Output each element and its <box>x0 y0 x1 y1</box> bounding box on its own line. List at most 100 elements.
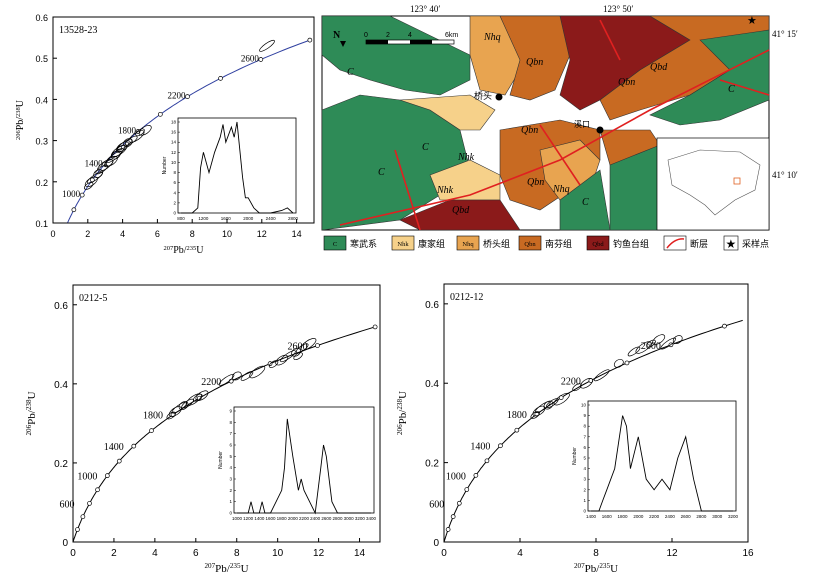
north-arrow-label: N <box>333 30 341 41</box>
inset-x-tick-label: 3200 <box>355 516 366 521</box>
inset-x-tick-label: 2600 <box>681 514 692 519</box>
fault-line <box>539 124 581 186</box>
data-ellipse <box>135 128 145 137</box>
scale-label: 4 <box>408 32 412 39</box>
data-ellipse <box>553 392 570 406</box>
scale-label: 2 <box>386 32 390 39</box>
legend-swatch <box>323 235 347 251</box>
legend-label: 寒武系 <box>350 238 377 249</box>
inset-y-tick-label: 12 <box>171 150 177 155</box>
town-marker <box>596 126 604 134</box>
density-line <box>237 418 371 515</box>
inset-y-tick-label: 6 <box>229 443 232 448</box>
density-line <box>181 121 294 214</box>
map-unit-label: C <box>728 84 735 95</box>
unit-cambrian <box>321 94 471 231</box>
y-tick-label: 0.5 <box>35 54 48 64</box>
inset-y-tick-label: 10 <box>171 160 177 165</box>
scale-bar-fill <box>410 40 432 44</box>
data-ellipse <box>240 371 254 381</box>
age-marker <box>484 458 490 464</box>
inset-x-tick-label: 3200 <box>728 514 739 519</box>
age-marker <box>258 57 264 62</box>
age-marker <box>75 527 80 532</box>
x-tick-label: 6 <box>193 548 199 559</box>
data-ellipse <box>259 39 275 52</box>
plot-frame <box>72 284 381 543</box>
legend-label: 采样点 <box>742 238 769 249</box>
concordia-plot: 0 4 8 12 1600.20.40.660010001400180022002600… <box>396 283 754 575</box>
data-ellipse <box>646 339 656 348</box>
x-tick-label: 8 <box>190 229 195 239</box>
legend-label: 断层 <box>690 238 708 249</box>
age-marker <box>87 501 92 506</box>
inset-frame <box>233 406 375 514</box>
x-tick-label: 14 <box>354 548 366 559</box>
x-axis-label: 207Pb/235U <box>574 562 618 575</box>
age-label: 2600 <box>287 342 307 353</box>
data-ellipse <box>300 338 317 351</box>
age-label: 600 <box>429 499 444 510</box>
data-ellipse <box>103 159 114 168</box>
x-tick-label: 6 <box>155 229 160 239</box>
legend-symbol: Nhq <box>462 241 474 248</box>
inset-y-tick-label: 10 <box>581 403 587 408</box>
inset-y-tick-label: 5 <box>229 454 232 459</box>
age-label: 1400 <box>470 442 490 453</box>
data-ellipse <box>178 401 189 410</box>
map-unit-label: Qbn <box>618 77 635 88</box>
inset-y-tick-label: 8 <box>229 420 232 425</box>
inset-y-tick-label: 2 <box>583 487 586 492</box>
fault-line <box>719 79 770 96</box>
map-unit-label: Nhq <box>552 184 570 195</box>
inset-x-tick-label: 3000 <box>712 514 723 519</box>
map-unit-label: C <box>582 197 589 208</box>
y-tick-label: 0.6 <box>35 13 48 23</box>
age-marker <box>71 207 77 213</box>
inset-x-tick-label: 1800 <box>618 514 629 519</box>
data-ellipse <box>116 141 130 153</box>
inset-y-tick-label: 0 <box>173 211 176 216</box>
inset-y-tick-label: 4 <box>173 190 176 195</box>
town-label: 桥头 <box>474 90 492 101</box>
data-ellipse <box>83 182 94 190</box>
x-tick-label: 0 <box>441 548 447 559</box>
inset-x-tick-label: 2000 <box>243 216 254 221</box>
age-marker <box>185 94 190 99</box>
inset-x-tick-label: 1400 <box>254 516 265 521</box>
data-ellipse <box>231 371 242 381</box>
legend-label: 南芬组 <box>545 238 572 249</box>
data-ellipse <box>635 341 652 354</box>
inset-x-tick-label: 2200 <box>649 514 660 519</box>
inset-y-tick-label: 9 <box>583 413 586 418</box>
y-axis-label: 206Pb/238U <box>15 99 27 140</box>
map-unit-label: Qbd <box>452 205 470 216</box>
inset-y-tick-label: 6 <box>173 180 176 185</box>
age-marker <box>79 192 85 198</box>
unit-diaoyutai <box>399 199 521 231</box>
data-ellipse <box>275 354 289 366</box>
inset-y-tick-label: 2 <box>173 200 176 205</box>
inset-y-tick-label: 8 <box>173 170 176 175</box>
age-marker <box>514 427 520 433</box>
age-marker <box>722 323 727 329</box>
age-label: 1800 <box>507 410 527 421</box>
map-unit-label: Qbn <box>527 177 544 188</box>
legend-label: 钓鱼台组 <box>613 238 649 249</box>
inset-histogram: 1000 1200 1400 1600 1800 2000 2200 2400 2600 2800… <box>218 406 377 521</box>
data-ellipse <box>613 358 624 368</box>
inset-x-tick-label: 1600 <box>265 516 276 521</box>
data-ellipse <box>249 365 266 379</box>
legend-symbol: Qbn <box>524 241 536 248</box>
inset-x-tick-label: 2000 <box>288 516 299 521</box>
data-ellipse <box>291 347 301 357</box>
data-ellipse <box>168 406 182 417</box>
inset-y-tick-label: 4 <box>229 465 232 470</box>
legend-symbol: Qbd <box>592 241 604 248</box>
data-ellipse <box>543 400 554 410</box>
x-tick-label: 4 <box>517 548 523 559</box>
age-label: 2200 <box>561 377 581 388</box>
age-label: 1800 <box>118 125 137 135</box>
inset-x-tick-label: 1200 <box>243 516 254 521</box>
x-tick-label: 10 <box>272 548 284 559</box>
